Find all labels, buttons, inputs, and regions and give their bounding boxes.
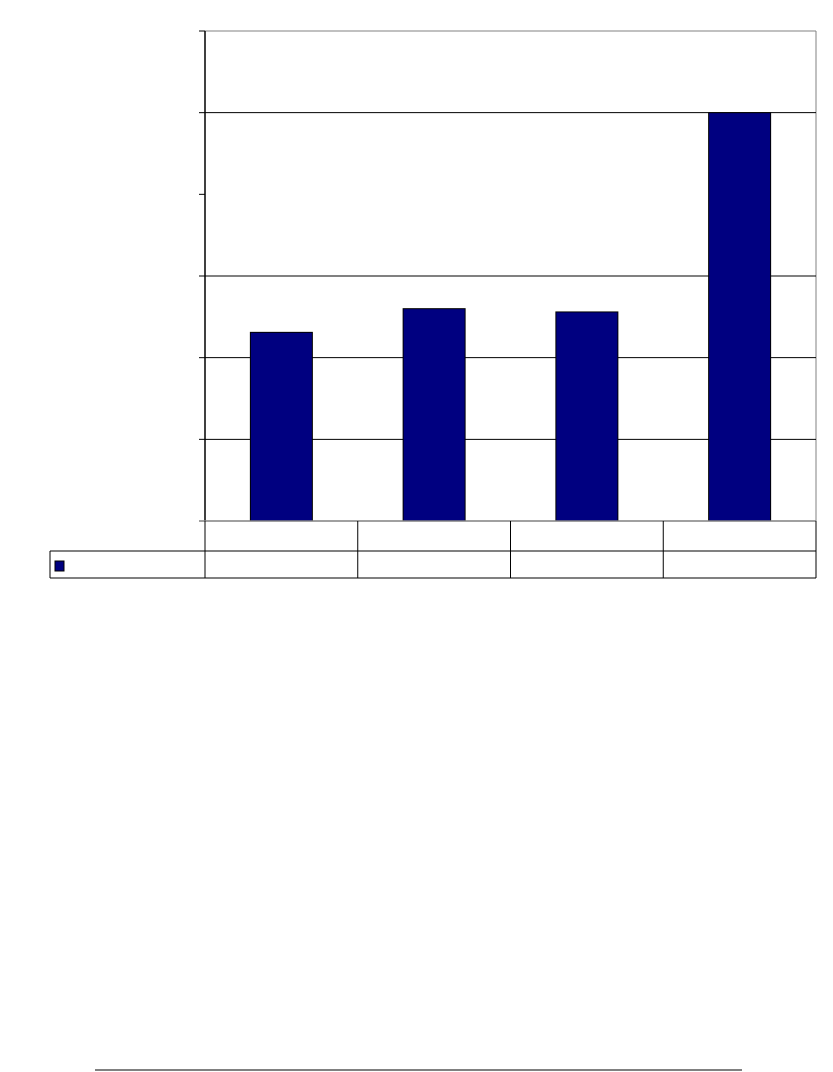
bar [249,331,313,522]
bar [555,311,619,522]
bar [402,308,466,522]
bar [708,112,772,522]
legend-key [54,560,65,572]
